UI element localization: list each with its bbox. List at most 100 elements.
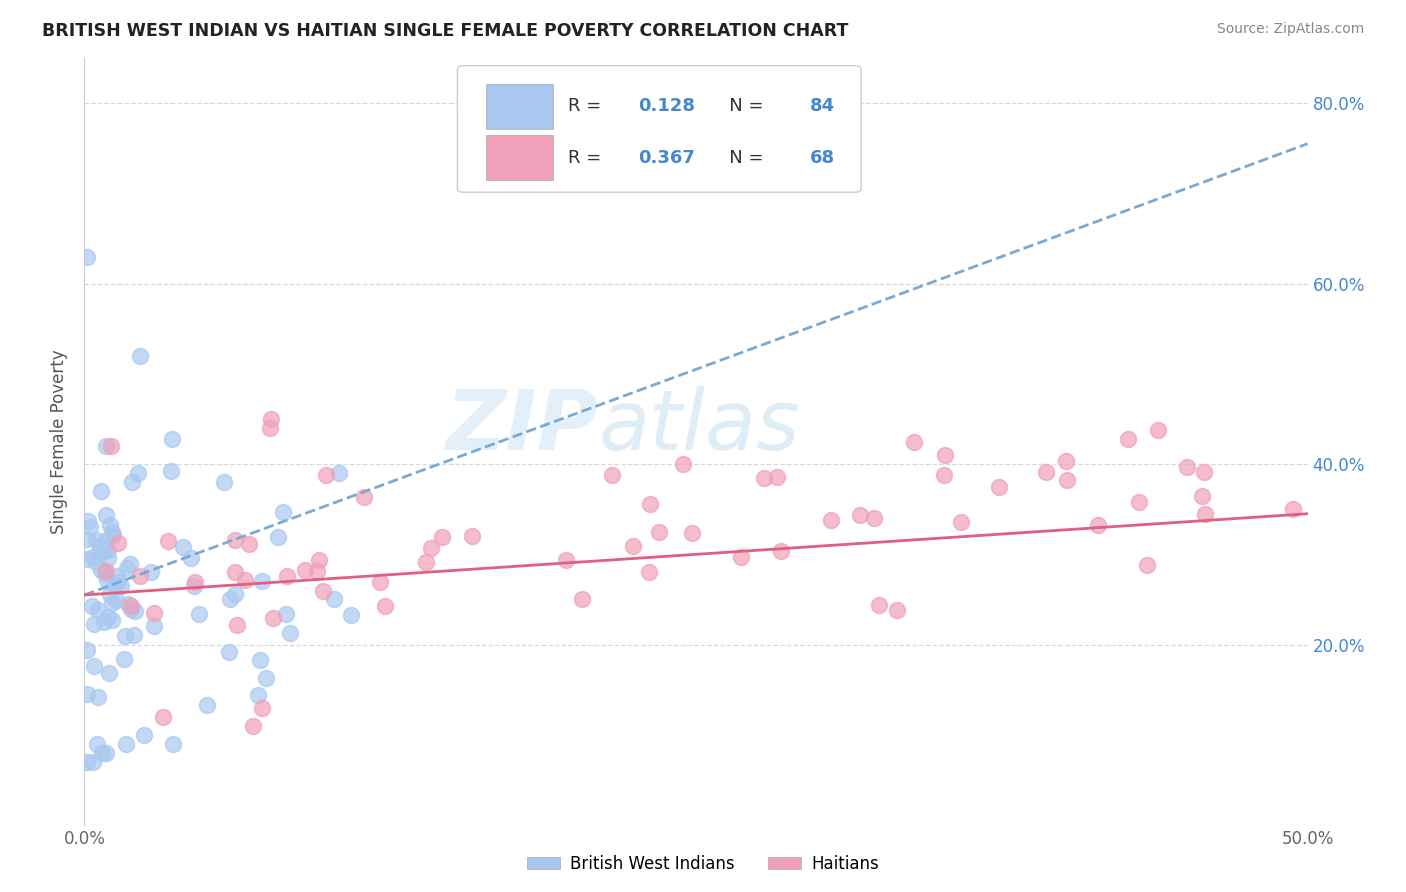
Point (621, 539, 644, 553)
Point (79, 519, 101, 533)
FancyBboxPatch shape (457, 66, 860, 193)
Point (90, 484, 112, 499)
Point (238, 537, 260, 551)
Point (107, 536, 129, 550)
Point (84, 556, 107, 570)
Point (96, 573, 118, 587)
Legend: British West Indians, Haitians: British West Indians, Haitians (520, 848, 886, 880)
Point (160, 464, 183, 478)
Point (267, 530, 290, 544)
Point (91, 746, 114, 760)
Point (187, 607, 209, 622)
Point (100, 614, 122, 628)
Point (84, 533, 107, 547)
Point (96, 550, 118, 565)
Point (353, 490, 375, 504)
Point (934, 468, 956, 483)
Point (90, 563, 112, 577)
Point (308, 553, 330, 567)
Point (672, 457, 695, 471)
Point (121, 475, 143, 490)
Point (1118, 432, 1140, 446)
Point (129, 349, 152, 363)
Text: R =: R = (568, 97, 606, 115)
Text: BRITISH WEST INDIAN VS HAITIAN SINGLE FEMALE POVERTY CORRELATION CHART: BRITISH WEST INDIAN VS HAITIAN SINGLE FE… (42, 22, 849, 40)
Point (162, 737, 184, 751)
Text: atlas: atlas (598, 385, 800, 467)
Point (315, 468, 337, 483)
Text: 68: 68 (810, 149, 835, 167)
Point (278, 626, 301, 640)
Point (104, 592, 127, 607)
Point (115, 561, 138, 575)
Point (1191, 489, 1213, 503)
Point (249, 653, 271, 667)
Point (274, 607, 297, 621)
Point (105, 569, 128, 583)
Point (247, 688, 270, 702)
Point (1056, 473, 1078, 487)
Point (259, 421, 281, 435)
Point (124, 604, 146, 618)
Point (224, 565, 246, 579)
Point (863, 511, 886, 525)
Point (224, 587, 246, 601)
Point (82, 755, 104, 769)
Point (94, 566, 117, 581)
Point (328, 466, 350, 480)
Point (374, 599, 396, 614)
Point (157, 533, 180, 548)
Point (122, 628, 145, 642)
Point (730, 550, 752, 565)
Point (82, 549, 104, 564)
Point (849, 508, 872, 523)
Text: Source: ZipAtlas.com: Source: ZipAtlas.com (1216, 22, 1364, 37)
Point (103, 578, 125, 592)
Point (1192, 465, 1215, 479)
Point (219, 592, 242, 607)
Point (87, 690, 110, 705)
Point (868, 598, 890, 612)
Point (1087, 518, 1109, 533)
Point (305, 564, 328, 578)
Point (93, 534, 115, 549)
Point (97, 610, 120, 624)
Point (184, 575, 207, 590)
Point (83, 617, 105, 632)
Point (142, 619, 165, 633)
Text: R =: R = (568, 149, 606, 167)
Point (276, 569, 298, 583)
Point (312, 584, 335, 599)
Point (415, 555, 437, 569)
Point (233, 573, 256, 587)
Point (183, 579, 205, 593)
Point (1282, 502, 1305, 516)
Point (100, 439, 122, 453)
Point (886, 603, 908, 617)
Point (101, 528, 124, 542)
Point (934, 448, 956, 462)
Point (1175, 460, 1198, 475)
Point (1146, 423, 1168, 437)
Point (115, 737, 138, 751)
Point (107, 575, 129, 590)
Point (118, 557, 141, 571)
Point (96, 508, 118, 522)
Point (254, 672, 277, 686)
Text: N =: N = (711, 97, 769, 115)
Point (903, 434, 925, 449)
Point (93, 615, 115, 630)
Point (93, 543, 115, 558)
Point (571, 592, 593, 607)
Point (950, 515, 973, 529)
Point (112, 652, 135, 666)
Y-axis label: Single Female Poverty: Single Female Poverty (51, 350, 69, 533)
Point (80, 599, 103, 613)
Point (180, 550, 202, 565)
Point (110, 579, 132, 593)
Point (86, 737, 108, 751)
Point (754, 471, 776, 485)
Point (120, 599, 142, 614)
Point (98, 586, 121, 600)
Point (263, 610, 285, 624)
